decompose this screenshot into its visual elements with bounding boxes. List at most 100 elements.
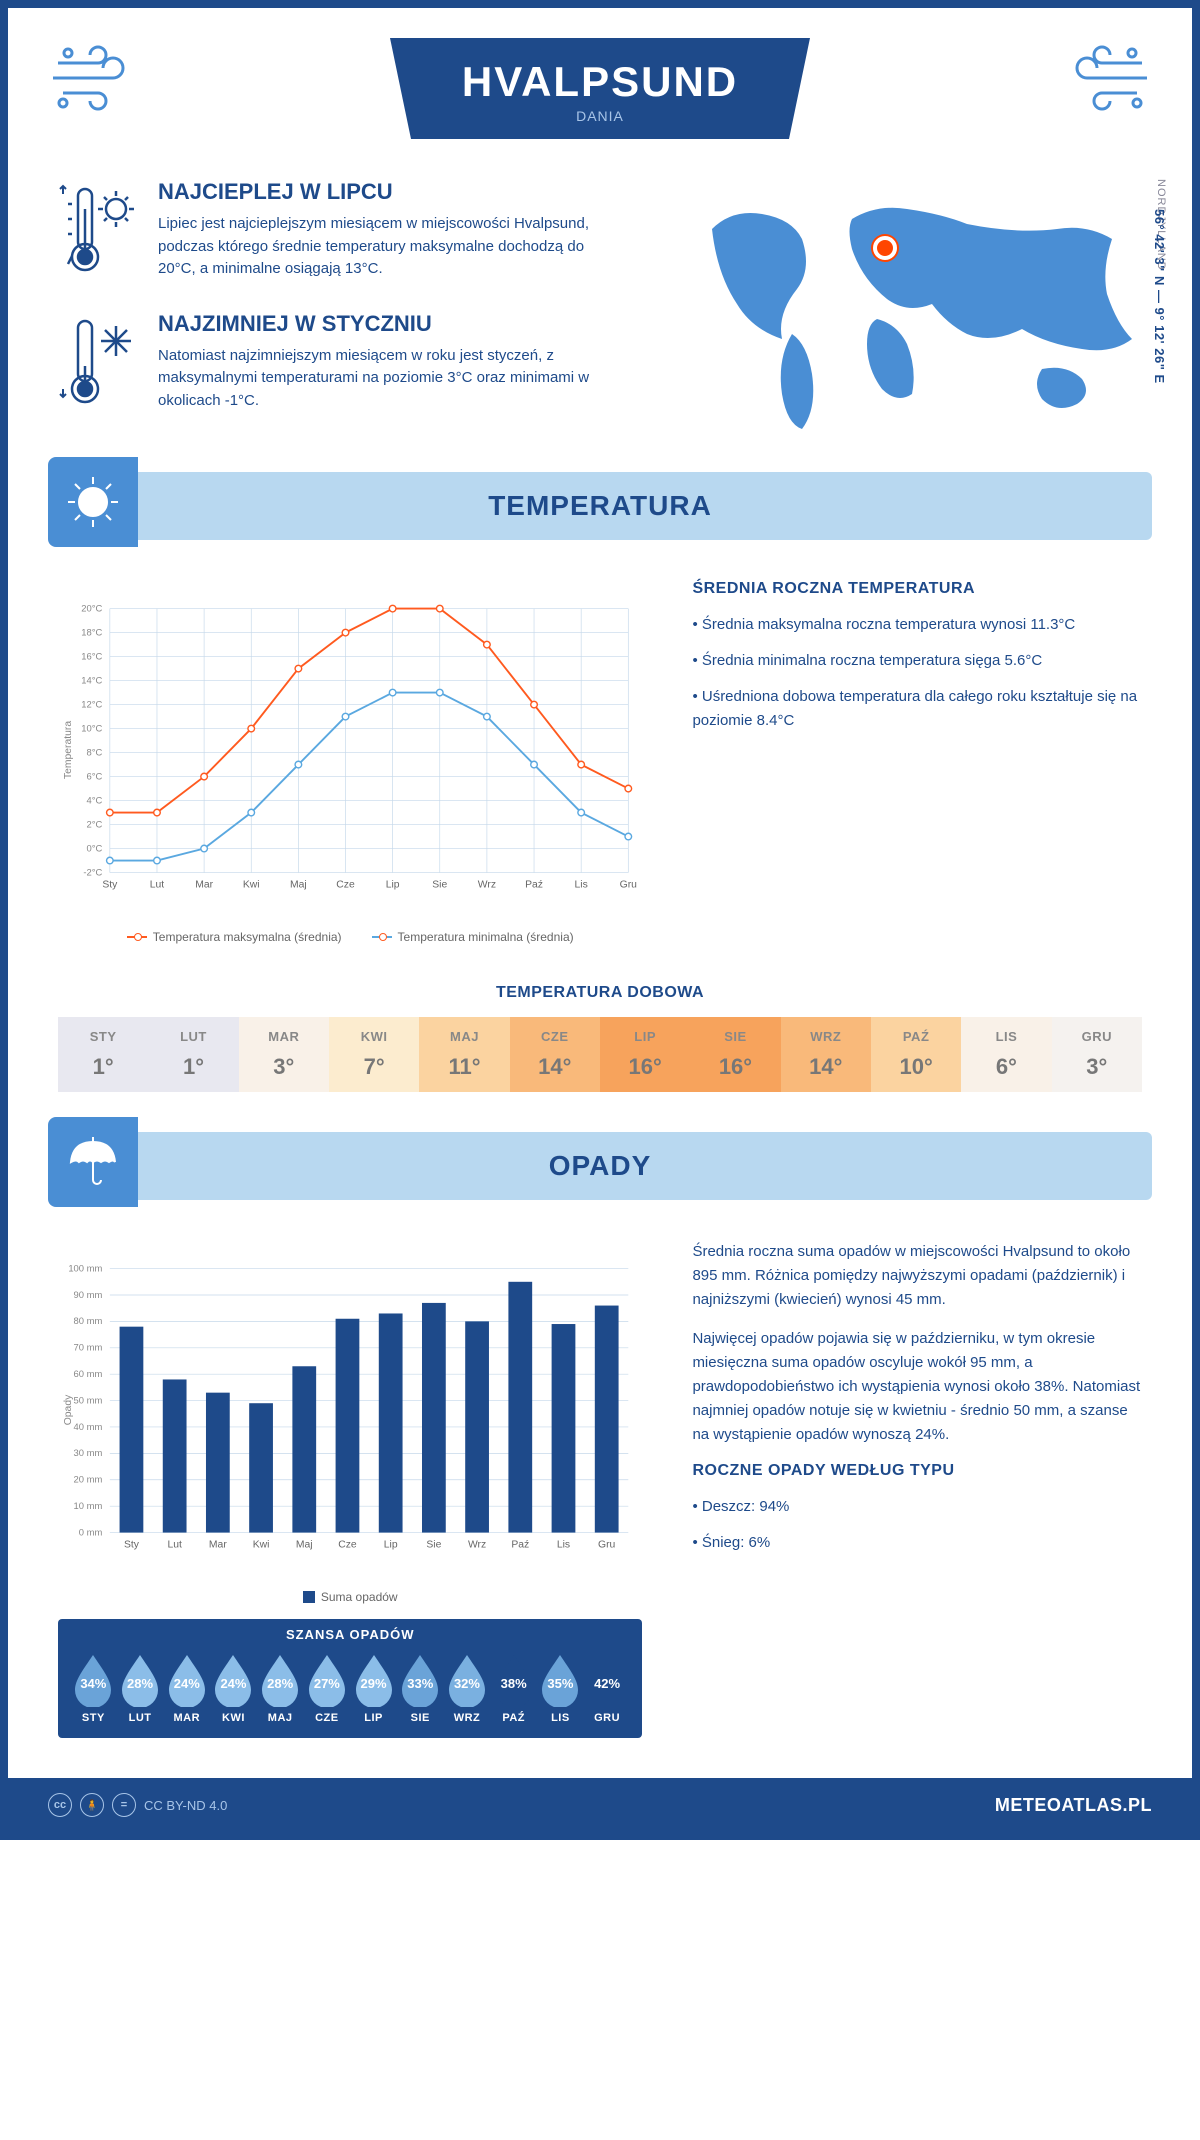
chance-drops: 34%STY28%LUT24%MAR24%KWI28%MAJ27%CZE29%L… xyxy=(70,1652,630,1724)
svg-text:Gru: Gru xyxy=(598,1540,616,1551)
svg-text:50 mm: 50 mm xyxy=(74,1394,103,1405)
map-panel: NORDJYLLAND 56° 42' 3" N — 9° 12' 26" E xyxy=(662,179,1142,442)
daily-temperature: TEMPERATURA DOBOWA STY1°LUT1°MAR3°KWI7°M… xyxy=(8,984,1192,1132)
temp-cell: KWI7° xyxy=(329,1017,419,1092)
header: HVALPSUND DANIA xyxy=(8,8,1192,159)
temperature-chart-col: -2°C0°C2°C4°C6°C8°C10°C12°C14°C16°C18°C2… xyxy=(58,580,642,944)
svg-text:Sty: Sty xyxy=(124,1540,140,1551)
bullet: Średnia minimalna roczna temperatura się… xyxy=(692,649,1142,673)
chance-drop: 34%STY xyxy=(70,1652,117,1724)
world-map xyxy=(662,179,1142,439)
chance-drop: 33%SIE xyxy=(397,1652,444,1724)
svg-text:Lis: Lis xyxy=(557,1540,570,1551)
svg-text:12°C: 12°C xyxy=(81,698,102,709)
svg-text:2°C: 2°C xyxy=(87,818,103,829)
svg-text:4°C: 4°C xyxy=(87,794,103,805)
footer: cc 🧍 = CC BY-ND 4.0 METEOATLAS.PL xyxy=(8,1778,1192,1832)
svg-text:16°C: 16°C xyxy=(81,650,102,661)
summary-text: NAJCIEPLEJ W LIPCU Lipiec jest najcieple… xyxy=(58,179,622,442)
temp-cell: MAJ11° xyxy=(419,1017,509,1092)
precipitation-bar-chart: 0 mm10 mm20 mm30 mm40 mm50 mm60 mm70 mm8… xyxy=(58,1240,642,1580)
site-name: METEOATLAS.PL xyxy=(995,1795,1152,1816)
svg-text:80 mm: 80 mm xyxy=(74,1315,103,1326)
chance-drop: 27%CZE xyxy=(304,1652,351,1724)
svg-text:10 mm: 10 mm xyxy=(74,1500,103,1511)
svg-text:Sty: Sty xyxy=(102,880,118,891)
svg-text:Sie: Sie xyxy=(426,1540,441,1551)
precipitation-chart-col: 0 mm10 mm20 mm30 mm40 mm50 mm60 mm70 mm8… xyxy=(58,1240,642,1738)
svg-text:20°C: 20°C xyxy=(81,602,102,613)
warmest-block: NAJCIEPLEJ W LIPCU Lipiec jest najcieple… xyxy=(58,179,622,281)
thermometer-sun-icon xyxy=(58,179,138,279)
svg-text:10°C: 10°C xyxy=(81,722,102,733)
precipitation-section-header: OPADY xyxy=(48,1132,1152,1200)
svg-text:14°C: 14°C xyxy=(81,674,102,685)
chance-drop: 42%GRU xyxy=(584,1652,631,1724)
daily-temp-table: STY1°LUT1°MAR3°KWI7°MAJ11°CZE14°LIP16°SI… xyxy=(58,1017,1142,1092)
svg-text:Wrz: Wrz xyxy=(478,880,496,891)
temp-cell: STY1° xyxy=(58,1017,148,1092)
svg-text:Mar: Mar xyxy=(209,1540,227,1551)
license-text: CC BY-ND 4.0 xyxy=(144,1798,227,1813)
bullet: Śnieg: 6% xyxy=(692,1531,1142,1555)
annual-type-bullets: Deszcz: 94%Śnieg: 6% xyxy=(692,1495,1142,1555)
chance-drop: 29%LIP xyxy=(350,1652,397,1724)
nd-icon: = xyxy=(112,1793,136,1817)
temp-cell: SIE16° xyxy=(690,1017,780,1092)
thermometer-snow-icon xyxy=(58,311,138,411)
svg-text:Sie: Sie xyxy=(432,880,447,891)
svg-text:8°C: 8°C xyxy=(87,746,103,757)
coldest-title: NAJZIMNIEJ W STYCZNIU xyxy=(158,311,622,337)
warmest-title: NAJCIEPLEJ W LIPCU xyxy=(158,179,622,205)
svg-text:Lip: Lip xyxy=(384,1540,398,1551)
svg-text:-2°C: -2°C xyxy=(83,866,102,877)
precipitation-content: 0 mm10 mm20 mm30 mm40 mm50 mm60 mm70 mm8… xyxy=(8,1200,1192,1778)
temperature-content: -2°C0°C2°C4°C6°C8°C10°C12°C14°C16°C18°C2… xyxy=(8,540,1192,984)
bullet: Średnia maksymalna roczna temperatura wy… xyxy=(692,613,1142,637)
svg-text:Maj: Maj xyxy=(290,880,307,891)
temperature-line-chart: -2°C0°C2°C4°C6°C8°C10°C12°C14°C16°C18°C2… xyxy=(58,580,642,920)
svg-text:90 mm: 90 mm xyxy=(74,1289,103,1300)
legend-precip: Suma opadów xyxy=(321,1590,398,1604)
warmest-text: Lipiec jest najcieplejszym miesiącem w m… xyxy=(158,213,622,281)
svg-text:0 mm: 0 mm xyxy=(79,1526,103,1537)
chance-drop: 38%PAŹ xyxy=(490,1652,537,1724)
temp-cell: LUT1° xyxy=(148,1017,238,1092)
svg-text:Kwi: Kwi xyxy=(243,880,260,891)
temp-cell: GRU3° xyxy=(1052,1017,1142,1092)
coldest-block: NAJZIMNIEJ W STYCZNIU Natomiast najzimni… xyxy=(58,311,622,413)
svg-text:Kwi: Kwi xyxy=(253,1540,270,1551)
temperature-section-header: TEMPERATURA xyxy=(48,472,1152,540)
infographic-page: HVALPSUND DANIA NAJCIEPLEJ W LIPCU xyxy=(0,0,1200,1840)
precip-p1: Średnia roczna suma opadów w miejscowośc… xyxy=(692,1240,1142,1312)
precipitation-legend: Suma opadów xyxy=(58,1590,642,1604)
temperature-title: TEMPERATURA xyxy=(88,490,1112,522)
chance-drop: 24%MAR xyxy=(163,1652,210,1724)
temp-cell: MAR3° xyxy=(239,1017,329,1092)
svg-text:Gru: Gru xyxy=(620,880,638,891)
precip-p2: Najwięcej opadów pojawia się w październ… xyxy=(692,1327,1142,1447)
legend-max: Temperatura maksymalna (średnia) xyxy=(153,930,342,944)
svg-text:6°C: 6°C xyxy=(87,770,103,781)
annual-type-title: ROCZNE OPADY WEDŁUG TYPU xyxy=(692,1462,1142,1480)
chance-drop: 35%LIS xyxy=(537,1652,584,1724)
svg-text:Cze: Cze xyxy=(338,1540,357,1551)
precipitation-text-col: Średnia roczna suma opadów w miejscowośc… xyxy=(692,1240,1142,1738)
temp-cell: PAŹ10° xyxy=(871,1017,961,1092)
chance-drop: 28%LUT xyxy=(117,1652,164,1724)
annual-temp-title: ŚREDNIA ROCZNA TEMPERATURA xyxy=(692,580,1142,598)
temp-cell: WRZ14° xyxy=(781,1017,871,1092)
chance-drop: 32%WRZ xyxy=(444,1652,491,1724)
svg-text:100 mm: 100 mm xyxy=(68,1262,102,1273)
chance-drop: 24%KWI xyxy=(210,1652,257,1724)
coordinates-label: 56° 42' 3" N — 9° 12' 26" E xyxy=(1152,209,1167,384)
annual-temp-bullets: Średnia maksymalna roczna temperatura wy… xyxy=(692,613,1142,733)
chance-title: SZANSA OPADÓW xyxy=(70,1627,630,1642)
temperature-legend: .swatch:nth-child(1)::after{border-color… xyxy=(58,930,642,944)
daily-temp-title: TEMPERATURA DOBOWA xyxy=(58,984,1142,1002)
svg-text:Cze: Cze xyxy=(336,880,355,891)
svg-text:Lis: Lis xyxy=(575,880,588,891)
summary-row: NAJCIEPLEJ W LIPCU Lipiec jest najcieple… xyxy=(8,159,1192,472)
temperature-annual-text: ŚREDNIA ROCZNA TEMPERATURA Średnia maksy… xyxy=(692,580,1142,944)
svg-text:Lut: Lut xyxy=(167,1540,182,1551)
